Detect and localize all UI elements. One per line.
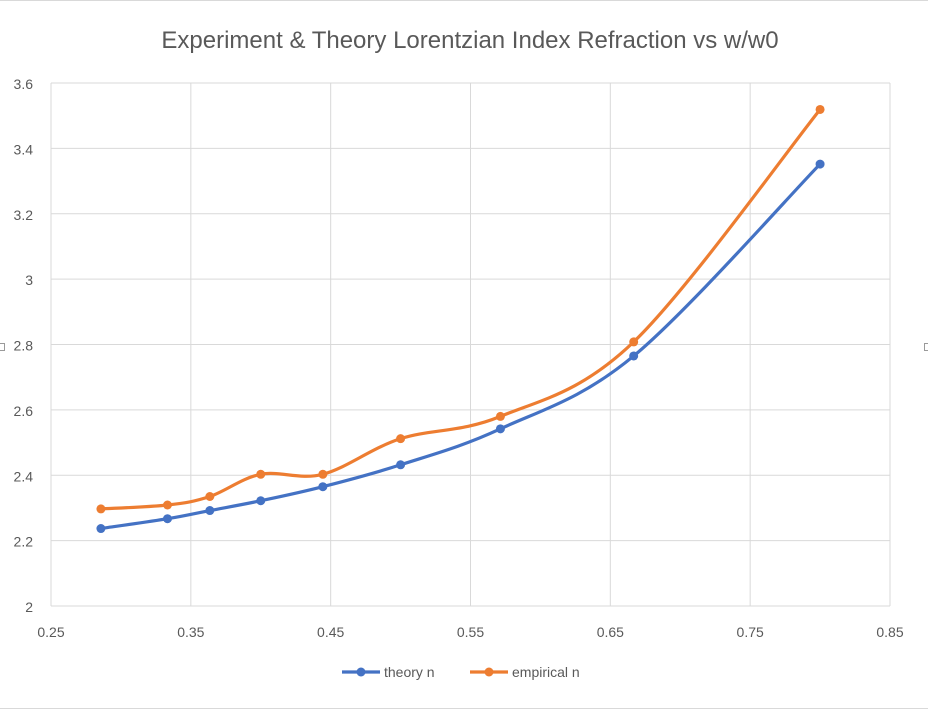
x-tick-label: 0.75 — [737, 624, 764, 640]
y-tick-label: 3.2 — [14, 207, 34, 223]
frame-bottom-edge — [0, 708, 928, 709]
legend-item-empirical-n[interactable]: empirical n — [470, 664, 580, 680]
data-point-empirical-n — [815, 104, 825, 114]
data-point-empirical-n — [396, 434, 406, 444]
series-line-empirical-n — [99, 107, 822, 511]
x-tick-label: 0.65 — [597, 624, 624, 640]
legend-label: empirical n — [512, 664, 580, 680]
series-layer — [96, 104, 825, 534]
x-tick-label: 0.45 — [317, 624, 344, 640]
data-point-theory-n — [318, 482, 328, 492]
data-point-theory-n — [495, 424, 505, 434]
data-point-theory-n — [396, 460, 406, 470]
legend-swatch-marker — [356, 667, 366, 677]
frame-top-edge — [0, 0, 928, 1]
gridlines — [50, 82, 891, 607]
data-point-empirical-n — [495, 411, 505, 421]
legend: theory n empirical n — [342, 664, 580, 680]
chart-title: Experiment & Theory Lorentzian Index Ref… — [161, 27, 778, 54]
y-tick-label: 2.6 — [14, 403, 34, 419]
y-tick-label: 3 — [25, 272, 33, 288]
x-axis-tick-labels: 0.25 0.35 0.45 0.55 0.65 0.75 0.85 — [37, 624, 903, 640]
y-tick-label: 2 — [25, 599, 33, 615]
x-tick-label: 0.35 — [177, 624, 204, 640]
data-point-empirical-n — [96, 504, 106, 514]
data-point-theory-n — [815, 159, 825, 169]
data-point-empirical-n — [256, 469, 266, 479]
data-point-theory-n — [256, 496, 266, 506]
y-tick-label: 3.4 — [14, 141, 34, 157]
x-tick-label: 0.85 — [876, 624, 903, 640]
data-point-empirical-n — [162, 500, 172, 510]
legend-item-theory-n[interactable]: theory n — [342, 664, 435, 680]
data-point-theory-n — [162, 514, 172, 524]
y-tick-label: 2.8 — [14, 338, 34, 354]
y-tick-label: 2.4 — [14, 468, 34, 484]
data-point-theory-n — [205, 506, 215, 516]
series-empirical-n — [96, 104, 825, 514]
y-tick-label: 2.2 — [14, 534, 34, 550]
x-tick-label: 0.25 — [37, 624, 64, 640]
data-point-theory-n — [629, 351, 639, 361]
legend-swatch-marker — [484, 667, 494, 677]
series-theory-n — [96, 159, 825, 534]
y-axis-tick-labels: 2 2.2 2.4 2.6 2.8 3 3.2 3.4 3.6 — [14, 76, 34, 615]
data-point-empirical-n — [318, 469, 328, 479]
data-point-empirical-n — [205, 491, 215, 501]
legend-label: theory n — [384, 664, 435, 680]
data-point-empirical-n — [629, 337, 639, 347]
right-resize-handle[interactable] — [924, 343, 928, 351]
x-tick-label: 0.55 — [457, 624, 484, 640]
y-tick-label: 3.6 — [14, 76, 34, 92]
left-resize-handle[interactable] — [0, 343, 5, 351]
data-point-theory-n — [96, 524, 106, 534]
series-line-theory-n — [99, 162, 822, 531]
